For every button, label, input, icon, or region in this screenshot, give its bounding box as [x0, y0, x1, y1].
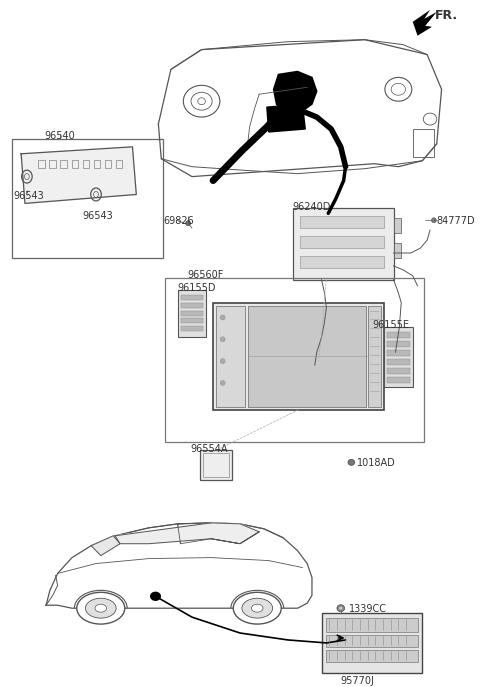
Bar: [200, 451, 232, 480]
Ellipse shape: [220, 315, 225, 320]
Text: 96155E: 96155E: [372, 320, 409, 330]
Text: 1018AD: 1018AD: [357, 458, 396, 469]
Polygon shape: [413, 10, 437, 36]
Bar: [394, 218, 401, 233]
Text: 96540: 96540: [44, 131, 75, 141]
Bar: [38, 160, 45, 168]
Polygon shape: [267, 104, 305, 132]
Polygon shape: [91, 536, 120, 556]
Bar: [83, 160, 89, 168]
Polygon shape: [115, 523, 259, 543]
Bar: [12, 139, 163, 258]
Bar: [105, 160, 111, 168]
Ellipse shape: [339, 607, 343, 610]
Text: 96543: 96543: [13, 192, 44, 201]
Text: 96554A: 96554A: [190, 444, 228, 455]
Ellipse shape: [95, 605, 107, 612]
Bar: [387, 359, 410, 365]
Bar: [213, 302, 384, 409]
Bar: [387, 368, 410, 374]
Bar: [181, 295, 203, 300]
Bar: [368, 306, 381, 407]
Text: 96560F: 96560F: [187, 270, 224, 280]
Bar: [60, 160, 67, 168]
Ellipse shape: [220, 359, 225, 363]
Bar: [387, 341, 410, 347]
Bar: [322, 613, 422, 673]
Bar: [326, 618, 418, 632]
Bar: [326, 650, 418, 662]
Ellipse shape: [233, 592, 281, 624]
Ellipse shape: [220, 337, 225, 342]
Bar: [165, 278, 424, 442]
Ellipse shape: [337, 605, 345, 611]
Polygon shape: [21, 147, 136, 203]
Bar: [326, 635, 418, 647]
Bar: [293, 208, 394, 280]
Bar: [181, 326, 203, 331]
Bar: [387, 333, 410, 338]
Polygon shape: [274, 71, 317, 114]
Bar: [300, 236, 384, 248]
Bar: [203, 453, 229, 477]
Polygon shape: [46, 523, 312, 608]
Bar: [248, 306, 366, 407]
Ellipse shape: [220, 381, 225, 385]
Bar: [387, 377, 410, 383]
Text: 1339CC: 1339CC: [349, 605, 387, 614]
Bar: [72, 160, 78, 168]
Bar: [178, 290, 206, 337]
Bar: [387, 350, 410, 356]
Text: 69826: 69826: [163, 216, 194, 226]
Ellipse shape: [151, 592, 160, 600]
Text: 84777D: 84777D: [437, 216, 475, 226]
Ellipse shape: [252, 605, 263, 612]
Ellipse shape: [432, 218, 436, 223]
Ellipse shape: [186, 221, 191, 226]
Bar: [384, 328, 413, 387]
Text: 95770J: 95770J: [341, 676, 374, 686]
Bar: [394, 243, 401, 258]
Bar: [300, 256, 384, 268]
Text: 96543: 96543: [83, 212, 113, 221]
Bar: [413, 129, 434, 157]
Bar: [181, 319, 203, 324]
Bar: [116, 160, 122, 168]
Ellipse shape: [85, 598, 116, 618]
Bar: [181, 311, 203, 315]
Ellipse shape: [348, 460, 355, 465]
Bar: [49, 160, 56, 168]
Bar: [216, 306, 245, 407]
Text: 96155D: 96155D: [178, 283, 216, 293]
Bar: [181, 302, 203, 308]
Text: 96240D: 96240D: [293, 203, 331, 212]
Bar: [300, 216, 384, 228]
Text: FR.: FR.: [435, 9, 458, 22]
Ellipse shape: [77, 592, 125, 624]
Ellipse shape: [242, 598, 273, 618]
Bar: [94, 160, 100, 168]
